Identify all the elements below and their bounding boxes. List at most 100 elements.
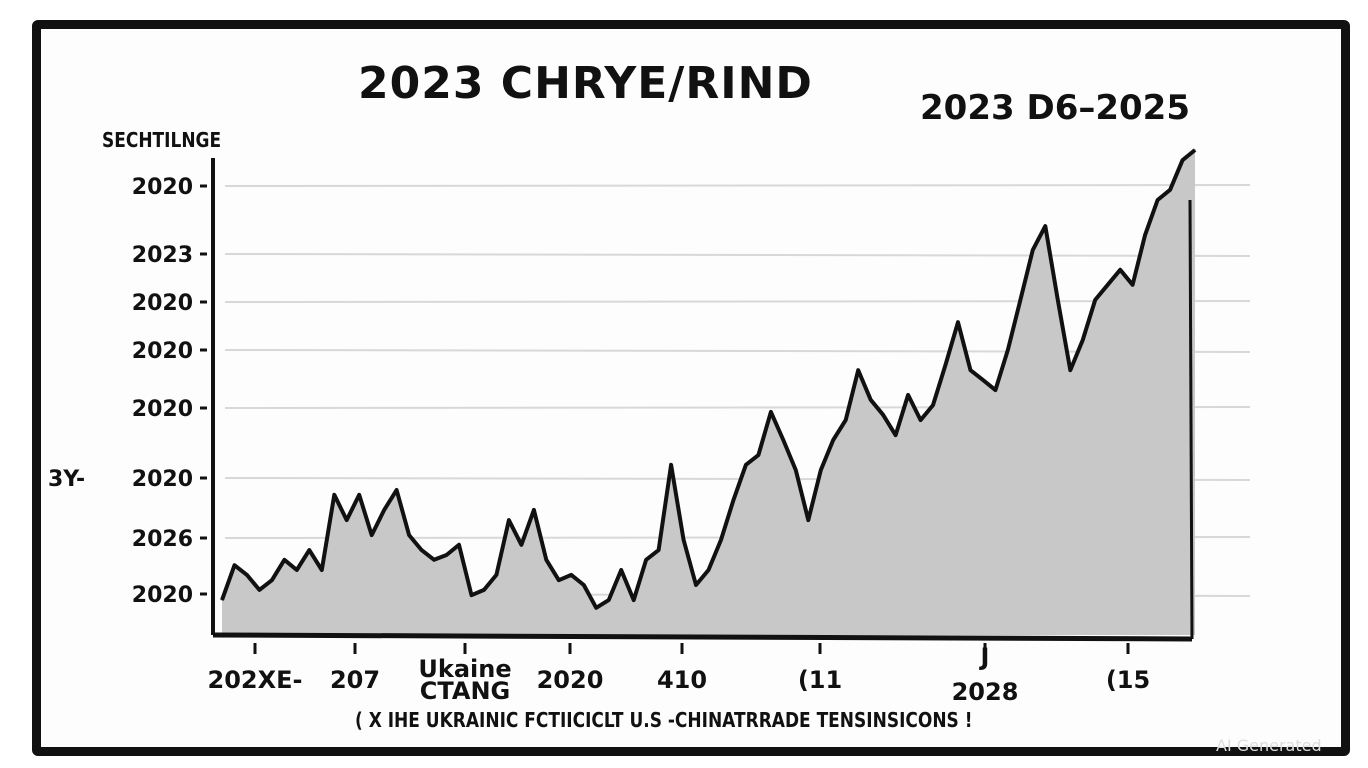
data-point — [608, 599, 610, 601]
data-point — [371, 534, 373, 536]
x-tick-label: 2028 — [952, 678, 1019, 706]
y-tick-label: 2020 — [132, 467, 193, 492]
data-point — [645, 559, 647, 561]
data-point — [932, 404, 934, 406]
plot-right-edge — [1188, 199, 1194, 640]
data-point — [795, 469, 797, 471]
data-point — [570, 574, 572, 576]
y-tick-label: 2023 — [132, 243, 193, 268]
y-tick-label: 2020 — [132, 397, 193, 422]
data-point — [633, 599, 635, 601]
data-point — [969, 369, 971, 371]
data-point — [458, 544, 460, 546]
data-point — [670, 464, 672, 466]
data-point — [358, 494, 360, 496]
data-point — [283, 559, 285, 561]
data-point — [271, 579, 273, 581]
data-point — [895, 434, 897, 436]
data-point — [1132, 284, 1134, 286]
data-point — [1044, 225, 1046, 227]
y-tick-label: 2020 — [132, 583, 193, 608]
data-point — [595, 607, 597, 609]
x-tick-label: CTANG — [420, 677, 510, 705]
data-point — [470, 594, 472, 596]
data-point — [1094, 299, 1096, 301]
data-point — [620, 569, 622, 571]
x-axis — [212, 632, 1193, 642]
chart-subtitle: 2023 D6–2025 — [920, 88, 1190, 128]
data-point — [296, 569, 298, 571]
y-tick-label: 2020 — [132, 339, 193, 364]
data-point — [1057, 299, 1059, 301]
data-point — [770, 411, 772, 413]
data-point — [258, 589, 260, 591]
data-point — [396, 489, 398, 491]
x-tick-label: 410 — [657, 666, 707, 694]
data-point — [1194, 149, 1196, 151]
data-point — [1007, 349, 1009, 351]
data-point — [807, 519, 809, 521]
data-point — [246, 574, 248, 576]
data-point — [1107, 284, 1109, 286]
data-point — [994, 389, 996, 391]
data-point — [520, 544, 522, 546]
x-tick-label: (11 — [798, 666, 842, 694]
chart-title: 2023 CHRYE/RIND — [358, 58, 813, 109]
data-point — [433, 559, 435, 561]
gridline — [224, 300, 1251, 303]
data-point — [695, 584, 697, 586]
data-point — [732, 499, 734, 501]
data-point — [545, 559, 547, 561]
y-tick-label: 2026 — [132, 527, 193, 552]
x-tick-label: J — [979, 643, 990, 671]
data-point — [221, 599, 223, 601]
data-point — [745, 464, 747, 466]
data-point — [882, 414, 884, 416]
data-point — [683, 539, 685, 541]
data-point — [321, 569, 323, 571]
data-point — [1157, 199, 1159, 201]
x-tick-label: 207 — [330, 666, 380, 694]
data-point — [408, 534, 410, 536]
data-point — [583, 584, 585, 586]
data-point — [421, 549, 423, 551]
data-point — [820, 469, 822, 471]
data-point — [1169, 189, 1171, 191]
y-tick-label: 2020 — [132, 291, 193, 316]
data-point — [1119, 269, 1121, 271]
data-point — [308, 549, 310, 551]
data-point — [233, 564, 235, 566]
chart-annotation: ( X IHE UKRAINIC FCTIICICLT U.S -CHINATR… — [355, 708, 973, 732]
data-point — [1144, 234, 1146, 236]
x-tick-label: Ukaine — [418, 655, 511, 683]
data-point — [333, 494, 335, 496]
data-point — [757, 454, 759, 456]
data-point — [658, 549, 660, 551]
data-point — [508, 519, 510, 521]
data-point — [857, 369, 859, 371]
data-point — [1069, 369, 1071, 371]
data-point — [533, 509, 535, 511]
y-axis-label: SECHTILNGE — [102, 128, 222, 152]
x-tick-label: 2020 — [537, 666, 604, 694]
data-point — [495, 574, 497, 576]
y-axis-extra-label: 3Y- — [48, 467, 85, 492]
data-point — [720, 539, 722, 541]
y-tick-label: 2020 — [132, 175, 193, 200]
data-point — [383, 509, 385, 511]
watermark: AI Generated — [1216, 736, 1322, 755]
data-point — [845, 419, 847, 421]
data-point — [832, 439, 834, 441]
data-point — [346, 519, 348, 521]
data-point — [1082, 339, 1084, 341]
data-point — [446, 554, 448, 556]
data-point — [782, 439, 784, 441]
data-point — [907, 394, 909, 396]
x-tick-label: 202XE- — [208, 666, 303, 694]
gridline — [224, 253, 1251, 257]
series-area-fill — [222, 150, 1195, 635]
data-point — [708, 569, 709, 571]
data-point — [870, 399, 872, 401]
data-point — [1032, 249, 1034, 251]
